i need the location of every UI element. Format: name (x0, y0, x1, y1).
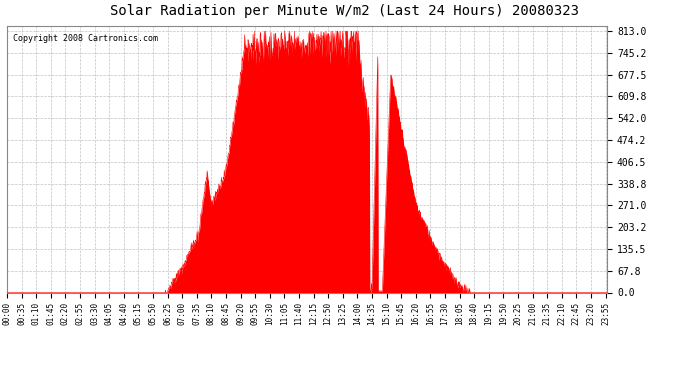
Text: Copyright 2008 Cartronics.com: Copyright 2008 Cartronics.com (13, 34, 158, 43)
Text: Solar Radiation per Minute W/m2 (Last 24 Hours) 20080323: Solar Radiation per Minute W/m2 (Last 24… (110, 4, 580, 18)
